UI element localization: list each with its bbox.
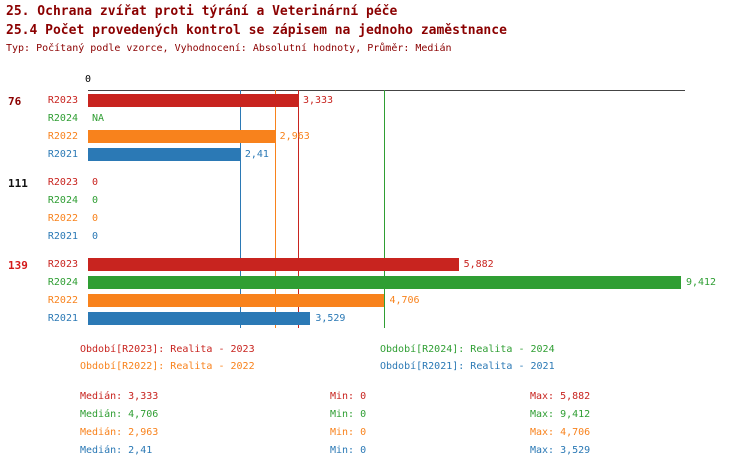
series-label-r2022: R2022 [47, 213, 78, 224]
series-label-r2023: R2023 [47, 95, 78, 106]
stat-max-r2023: Max: 5,882 [530, 391, 591, 402]
value-label-r2021: 0 [92, 231, 99, 242]
stat-min-r2024: Min: 0 [330, 409, 367, 420]
chart-subtitle: 25.4 Počet provedených kontrol se zápise… [6, 23, 507, 38]
series-label-r2021: R2021 [47, 231, 78, 242]
stat-median-r2021: Medián: 2,41 [80, 445, 153, 456]
stat-min-r2023: Min: 0 [330, 391, 367, 402]
value-label-r2023: 0 [92, 177, 99, 188]
value-label-r2022: 4,706 [389, 295, 420, 306]
stat-median-r2023: Medián: 3,333 [80, 391, 159, 402]
bar-r2022 [88, 294, 385, 307]
median-line-r2024 [384, 90, 386, 328]
value-label-r2021: 3,529 [315, 313, 346, 324]
axis-line [88, 90, 685, 91]
stat-min-r2021: Min: 0 [330, 445, 367, 456]
series-label-r2022: R2022 [47, 295, 78, 306]
legend-item-r2021: Období[R2021]: Realita - 2021 [380, 361, 555, 372]
stat-max-r2022: Max: 4,706 [530, 427, 591, 438]
bar-r2023 [88, 258, 459, 271]
value-label-r2024: NA [92, 113, 105, 124]
legend-item-r2024: Období[R2024]: Realita - 2024 [380, 344, 555, 355]
group-label-111: 111 [8, 177, 28, 190]
stat-median-r2022: Medián: 2,963 [80, 427, 159, 438]
series-label-r2024: R2024 [47, 277, 78, 288]
series-label-r2024: R2024 [47, 195, 78, 206]
legend-item-r2022: Období[R2022]: Realita - 2022 [80, 361, 255, 372]
bar-r2024 [88, 276, 681, 289]
legend-item-r2023: Období[R2023]: Realita - 2023 [80, 344, 255, 355]
stat-max-r2021: Max: 3,529 [530, 445, 591, 456]
series-label-r2022: R2022 [47, 131, 78, 142]
value-label-r2024: 9,412 [685, 277, 717, 288]
chart-title: 25. Ochrana zvířat proti týrání a Veteri… [6, 4, 398, 19]
bar-r2021 [88, 148, 240, 161]
group-label-76: 76 [8, 95, 22, 108]
value-label-r2023: 3,333 [302, 95, 334, 106]
series-label-r2021: R2021 [47, 149, 78, 160]
bar-chart: 0 76 R2023 3,333 R2024 NA R2022 2,963 R2021 2,41… [0, 62, 750, 334]
value-label-r2022: 0 [92, 213, 99, 224]
stat-min-r2022: Min: 0 [330, 427, 367, 438]
series-label-r2024: R2024 [47, 113, 78, 124]
median-line-r2021 [239, 90, 241, 328]
series-label-r2023: R2023 [47, 259, 78, 270]
value-label-r2024: 0 [92, 195, 99, 206]
value-label-r2022: 2,963 [279, 131, 310, 142]
chart-meta: Typ: Počítaný podle vzorce, Vyhodnocení:… [6, 43, 452, 54]
stat-median-r2024: Medián: 4,706 [80, 409, 159, 420]
median-line-r2022 [274, 90, 276, 328]
group-label-139: 139 [8, 259, 28, 272]
value-label-r2021: 2,41 [244, 149, 269, 160]
bar-r2023 [88, 94, 298, 107]
stat-max-r2024: Max: 9,412 [530, 409, 591, 420]
series-label-r2021: R2021 [47, 313, 78, 324]
series-label-r2023: R2023 [47, 177, 78, 188]
bar-r2022 [88, 130, 275, 143]
median-line-r2023 [297, 90, 299, 328]
value-label-r2023: 5,882 [463, 259, 494, 270]
axis-tick-zero: 0 [84, 74, 92, 85]
bar-r2021 [88, 312, 311, 325]
